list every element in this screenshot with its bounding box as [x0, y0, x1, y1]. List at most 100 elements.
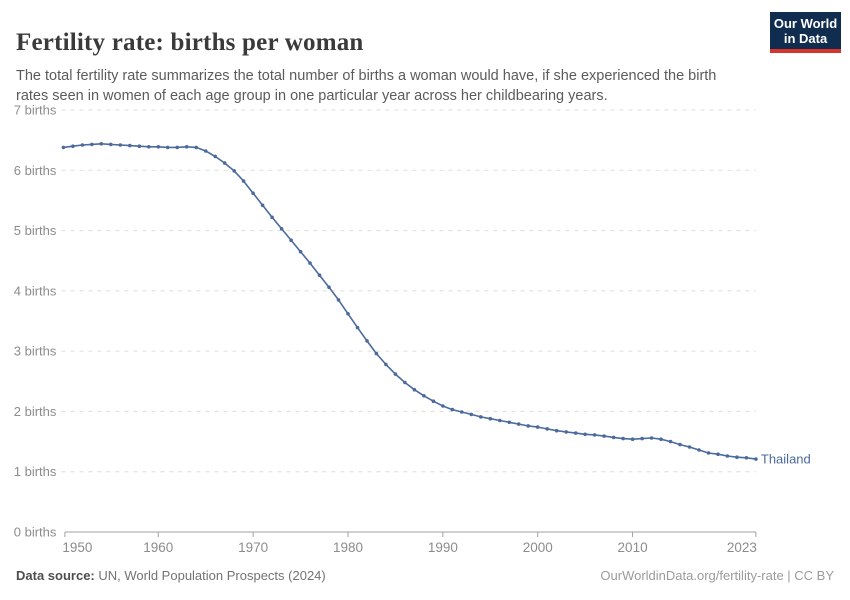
- data-point[interactable]: [194, 145, 198, 150]
- footer-link[interactable]: OurWorldinData.org/fertility-rate | CC B…: [600, 568, 834, 583]
- owid-logo[interactable]: Our World in Data: [770, 12, 841, 53]
- y-axis-label: 7 births: [14, 103, 57, 118]
- x-axis-label: 1990: [428, 540, 458, 555]
- x-axis-label: 1950: [62, 540, 92, 555]
- series-label[interactable]: Thailand: [761, 452, 811, 467]
- data-point[interactable]: [602, 434, 606, 438]
- data-point[interactable]: [147, 145, 151, 149]
- data-point[interactable]: [241, 179, 246, 183]
- data-point[interactable]: [422, 394, 426, 398]
- x-axis-label: 1970: [238, 540, 268, 555]
- x-axis-label: 2010: [618, 540, 648, 555]
- data-point[interactable]: [649, 436, 654, 440]
- y-axis-label: 4 births: [14, 283, 57, 298]
- data-point[interactable]: [327, 285, 331, 290]
- data-source-text: UN, World Population Prospects (2024): [94, 568, 326, 583]
- data-point[interactable]: [289, 238, 293, 242]
- chart-subtitle: The total fertility rate summarizes the …: [16, 67, 717, 104]
- data-point[interactable]: [374, 351, 379, 356]
- data-point[interactable]: [469, 412, 474, 417]
- data-point[interactable]: [621, 436, 625, 441]
- data-point[interactable]: [232, 169, 236, 173]
- data-point[interactable]: [80, 143, 85, 147]
- data-point[interactable]: [441, 404, 445, 408]
- data-point[interactable]: [668, 439, 673, 444]
- data-point[interactable]: [573, 431, 578, 435]
- data-point[interactable]: [460, 410, 464, 414]
- owid-logo-text: Our World in Data: [770, 12, 841, 49]
- data-point[interactable]: [640, 436, 644, 441]
- data-point[interactable]: [365, 339, 369, 343]
- owid-logo-accent-bar: [770, 49, 841, 53]
- data-point[interactable]: [336, 298, 341, 302]
- data-point[interactable]: [735, 455, 739, 460]
- y-axis-label: 0 births: [14, 525, 57, 540]
- data-point[interactable]: [175, 145, 179, 150]
- data-point[interactable]: [317, 273, 322, 278]
- data-point[interactable]: [507, 420, 512, 425]
- data-point[interactable]: [545, 427, 549, 431]
- data-point[interactable]: [184, 145, 189, 149]
- data-point[interactable]: [128, 143, 132, 148]
- data-point[interactable]: [583, 432, 587, 437]
- data-point[interactable]: [393, 372, 398, 376]
- data-point[interactable]: [564, 430, 568, 434]
- data-point[interactable]: [403, 380, 407, 385]
- data-point[interactable]: [61, 145, 66, 150]
- data-point[interactable]: [611, 435, 616, 440]
- data-point[interactable]: [298, 249, 303, 254]
- owid-logo-line1: Our World: [773, 16, 838, 31]
- y-axis-label: 6 births: [14, 163, 57, 178]
- y-axis-label: 5 births: [14, 223, 57, 238]
- data-point[interactable]: [535, 425, 540, 429]
- y-axis-label: 3 births: [14, 344, 57, 359]
- data-point[interactable]: [384, 362, 388, 367]
- data-point[interactable]: [479, 415, 483, 419]
- data-point[interactable]: [222, 161, 227, 165]
- x-axis-label: 1960: [143, 540, 173, 555]
- data-point[interactable]: [260, 203, 265, 208]
- data-point[interactable]: [450, 407, 455, 412]
- data-point[interactable]: [630, 437, 635, 442]
- data-point[interactable]: [526, 424, 530, 428]
- data-source: Data source: UN, World Population Prospe…: [16, 568, 326, 583]
- data-point[interactable]: [716, 452, 720, 457]
- data-point[interactable]: [706, 451, 711, 455]
- x-axis-label: 1980: [333, 540, 363, 555]
- data-point[interactable]: [697, 448, 701, 452]
- data-point[interactable]: [251, 191, 255, 195]
- data-point[interactable]: [270, 215, 274, 220]
- data-point[interactable]: [203, 149, 208, 153]
- data-point[interactable]: [498, 418, 502, 423]
- data-point[interactable]: [488, 416, 493, 421]
- data-point[interactable]: [678, 442, 682, 447]
- data-point[interactable]: [592, 433, 597, 437]
- x-axis-label: 2023: [727, 540, 757, 555]
- series-line-thailand[interactable]: [62, 143, 757, 460]
- data-point[interactable]: [754, 457, 758, 461]
- data-source-label: Data source:: [16, 568, 95, 583]
- data-point[interactable]: [346, 312, 350, 316]
- data-point[interactable]: [725, 454, 730, 458]
- x-axis-label: 2000: [523, 540, 553, 555]
- data-point[interactable]: [213, 154, 217, 159]
- data-point[interactable]: [90, 142, 94, 147]
- data-point[interactable]: [165, 145, 170, 150]
- data-point[interactable]: [412, 387, 417, 392]
- data-point[interactable]: [118, 143, 123, 147]
- data-point[interactable]: [554, 428, 559, 433]
- data-point[interactable]: [109, 142, 113, 147]
- data-point[interactable]: [156, 145, 161, 149]
- data-point[interactable]: [308, 261, 312, 265]
- data-point[interactable]: [99, 142, 104, 146]
- data-point[interactable]: [659, 437, 663, 442]
- data-point[interactable]: [71, 144, 75, 148]
- data-point[interactable]: [516, 422, 521, 426]
- data-point[interactable]: [431, 399, 436, 404]
- data-point[interactable]: [687, 445, 692, 449]
- data-point[interactable]: [355, 325, 360, 330]
- data-point[interactable]: [279, 227, 284, 231]
- data-point[interactable]: [744, 456, 749, 460]
- data-point[interactable]: [137, 144, 142, 148]
